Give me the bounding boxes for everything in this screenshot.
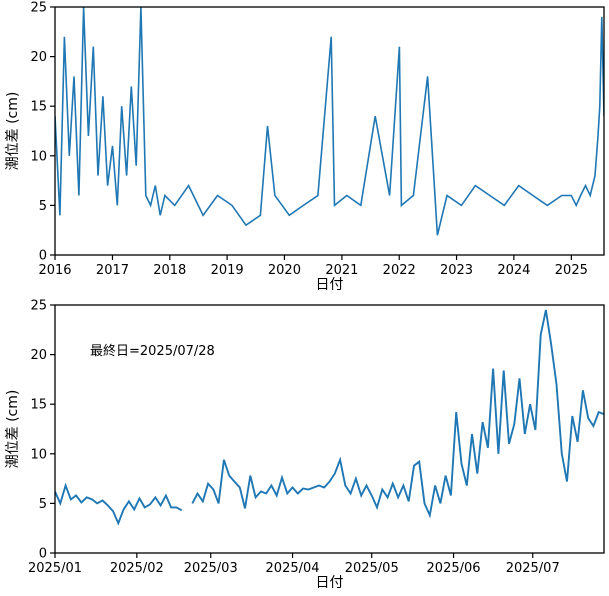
- plot-frame: [54, 6, 605, 256]
- y-tick-label-1: 5: [39, 497, 47, 512]
- y-tick-label-2: 10: [30, 447, 47, 462]
- y-tick-label-2: 10: [30, 149, 47, 164]
- y-tick-label-4: 20: [30, 348, 47, 363]
- x-axis-label: 日付: [316, 575, 344, 591]
- series-line-0-1: [191, 309, 604, 519]
- x-tick-label-2: 2025/03: [184, 561, 238, 576]
- series-line-0-0: [55, 482, 183, 526]
- y-tick-label-4: 20: [30, 50, 47, 65]
- y-tick-label-5: 25: [30, 1, 47, 16]
- x-tick-label-6: 2022: [383, 263, 416, 278]
- x-axis-label: 日付: [316, 277, 344, 293]
- y-tick-label-0: 0: [39, 547, 47, 562]
- y-tick-label-5: 25: [30, 299, 47, 314]
- last-date-annotation: 最終日=2025/07/28: [90, 343, 215, 359]
- chart-bottom-2025: 0 5 10 15 20 25 2025/01 2025/02 2025/03 2025/04 20…: [5, 299, 605, 591]
- x-tick-label-5: 2021: [325, 263, 358, 278]
- y-tick-label-3: 15: [30, 398, 47, 413]
- x-tick-label-7: 2023: [440, 263, 473, 278]
- y-tick-label-0: 0: [39, 249, 47, 264]
- x-tick-label-6: 2025/07: [506, 561, 560, 576]
- x-tick-label-1: 2017: [96, 263, 129, 278]
- y-axis-label: 潮位差 (cm): [5, 92, 21, 171]
- x-tick-label-0: 2016: [38, 263, 71, 278]
- x-tick-label-2: 2018: [153, 263, 186, 278]
- y-axis-label: 潮位差 (cm): [5, 390, 21, 469]
- x-tick-label-4: 2020: [268, 263, 301, 278]
- plot-frame: [54, 304, 605, 554]
- x-tick-label-0: 2025/01: [28, 561, 82, 576]
- x-tick-label-8: 2024: [497, 263, 530, 278]
- y-tick-label-1: 5: [39, 199, 47, 214]
- series-line-0-0: [55, 7, 604, 236]
- x-tick-label-1: 2025/02: [110, 561, 164, 576]
- x-tick-label-4: 2025/05: [345, 561, 399, 576]
- x-tick-label-3: 2025/04: [266, 561, 320, 576]
- y-tick-label-3: 15: [30, 100, 47, 115]
- x-tick-label-9: 2025: [555, 263, 588, 278]
- x-tick-label-5: 2025/06: [427, 561, 481, 576]
- x-tick-label-3: 2019: [211, 263, 244, 278]
